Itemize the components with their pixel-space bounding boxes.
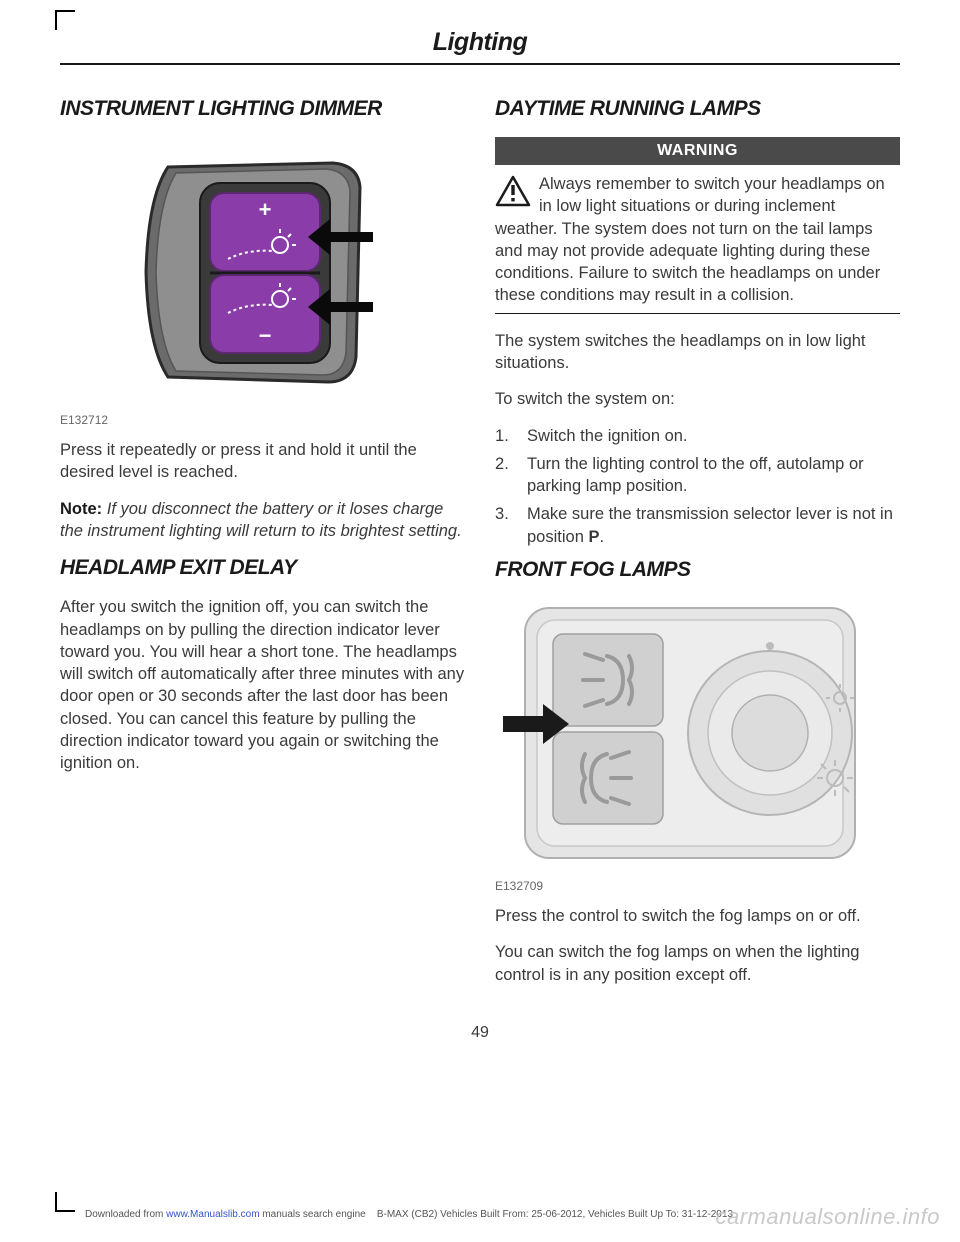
left-column: INSTRUMENT LIGHTING DIMMER + — [60, 87, 465, 1000]
list-item: Make sure the transmission selector leve… — [495, 503, 900, 548]
svg-text:+: + — [258, 197, 271, 222]
para-dimmer-note: Note: If you disconnect the battery or i… — [60, 498, 465, 543]
para-exit-delay: After you switch the ignition off, you c… — [60, 596, 465, 774]
warning-triangle-icon — [495, 175, 531, 207]
list-item: Switch the ignition on. — [495, 425, 900, 447]
dimmer-illustration: + − — [128, 137, 398, 407]
warning-heading: WARNING — [495, 137, 900, 165]
right-column: DAYTIME RUNNING LAMPS WARNING Always rem… — [495, 87, 900, 1000]
footer-left: Downloaded from www.Manualslib.com manua… — [85, 1209, 733, 1220]
note-text: If you disconnect the battery or it lose… — [60, 500, 462, 540]
para-dimmer-press: Press it repeatedly or press it and hold… — [60, 439, 465, 484]
fog-illustration — [495, 598, 865, 873]
drl-steps-list: Switch the ignition on. Turn the lightin… — [495, 425, 900, 548]
footer-left-b: manuals search engine — [260, 1209, 366, 1220]
footer-left-a: Downloaded from — [85, 1209, 166, 1220]
page-number: 49 — [60, 1024, 900, 1042]
para-drl-switch: To switch the system on: — [495, 388, 900, 410]
heading-fog-lamps: FRONT FOG LAMPS — [495, 558, 900, 582]
header-rule — [60, 63, 900, 65]
figure-code-dimmer: E132712 — [60, 413, 465, 427]
warning-body: Always remember to switch your headlamps… — [495, 165, 900, 307]
footer-watermark: carmanualsonline.info — [715, 1204, 940, 1230]
figure-fog — [495, 598, 900, 873]
para-fog-positions: You can switch the fog lamps on when the… — [495, 941, 900, 986]
footer-link[interactable]: www.Manualslib.com — [166, 1209, 259, 1220]
warning-rule — [495, 313, 900, 314]
step3-a: Make sure the transmission selector leve… — [527, 505, 893, 545]
figure-dimmer: + − — [60, 137, 465, 407]
note-label: Note: — [60, 500, 102, 518]
figure-code-fog: E132709 — [495, 879, 900, 893]
footer-build-info: B-MAX (CB2) Vehicles Built From: 25-06-2… — [377, 1209, 733, 1220]
para-drl-intro: The system switches the headlamps on in … — [495, 330, 900, 375]
svg-text:−: − — [258, 323, 271, 348]
para-fog-press: Press the control to switch the fog lamp… — [495, 905, 900, 927]
step3-b: P — [588, 528, 599, 546]
list-item: Turn the lighting control to the off, au… — [495, 453, 900, 498]
content-columns: INSTRUMENT LIGHTING DIMMER + — [60, 87, 900, 1000]
warning-text: Always remember to switch your headlamps… — [495, 175, 885, 304]
crop-mark-top-left — [55, 10, 75, 30]
heading-exit-delay: HEADLAMP EXIT DELAY — [60, 556, 465, 580]
heading-instrument-dimmer: INSTRUMENT LIGHTING DIMMER — [60, 97, 465, 121]
page-title: Lighting — [60, 28, 900, 57]
step3-c: . — [599, 528, 604, 546]
warning-block: WARNING Always remember to switch your h… — [495, 137, 900, 314]
crop-mark-bottom-left — [55, 1192, 75, 1212]
heading-daytime-lamps: DAYTIME RUNNING LAMPS — [495, 97, 900, 121]
